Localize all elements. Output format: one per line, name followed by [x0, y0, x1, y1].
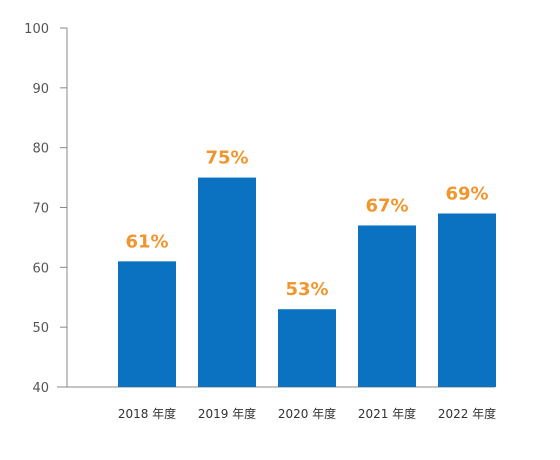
bar — [118, 261, 176, 387]
y-tick-label: 60 — [32, 261, 49, 276]
bar-value-label: 67% — [365, 195, 408, 216]
x-category-label: 2019 年度 — [198, 406, 256, 421]
x-category-label: 2018 年度 — [118, 406, 176, 421]
bar — [358, 225, 416, 387]
y-tick-label: 100 — [24, 22, 49, 37]
y-tick-label: 50 — [32, 321, 49, 336]
x-category-labels-group: 2018 年度 2019 年度 2020 年度 2021 年度 2022 年度 — [118, 406, 496, 421]
axes-group: 40 50 60 70 80 90 100 — [24, 22, 495, 396]
x-category-label: 2022 年度 — [438, 406, 496, 421]
bar — [198, 177, 256, 387]
bar-value-label: 53% — [285, 279, 328, 300]
value-labels-group: 61% 75% 53% 67% 69% — [125, 148, 488, 301]
x-category-label: 2020 年度 — [278, 406, 336, 421]
bar — [438, 213, 496, 387]
y-tick-label: 70 — [32, 202, 49, 217]
bar — [278, 309, 336, 387]
y-tick-label: 80 — [32, 142, 49, 157]
bar-value-label: 69% — [445, 183, 488, 204]
bar-value-label: 61% — [125, 231, 168, 252]
y-tick-label: 40 — [32, 381, 49, 396]
bars-group — [118, 177, 496, 387]
bar-value-label: 75% — [205, 148, 248, 169]
y-tick-label: 90 — [32, 82, 49, 97]
x-category-label: 2021 年度 — [358, 406, 416, 421]
